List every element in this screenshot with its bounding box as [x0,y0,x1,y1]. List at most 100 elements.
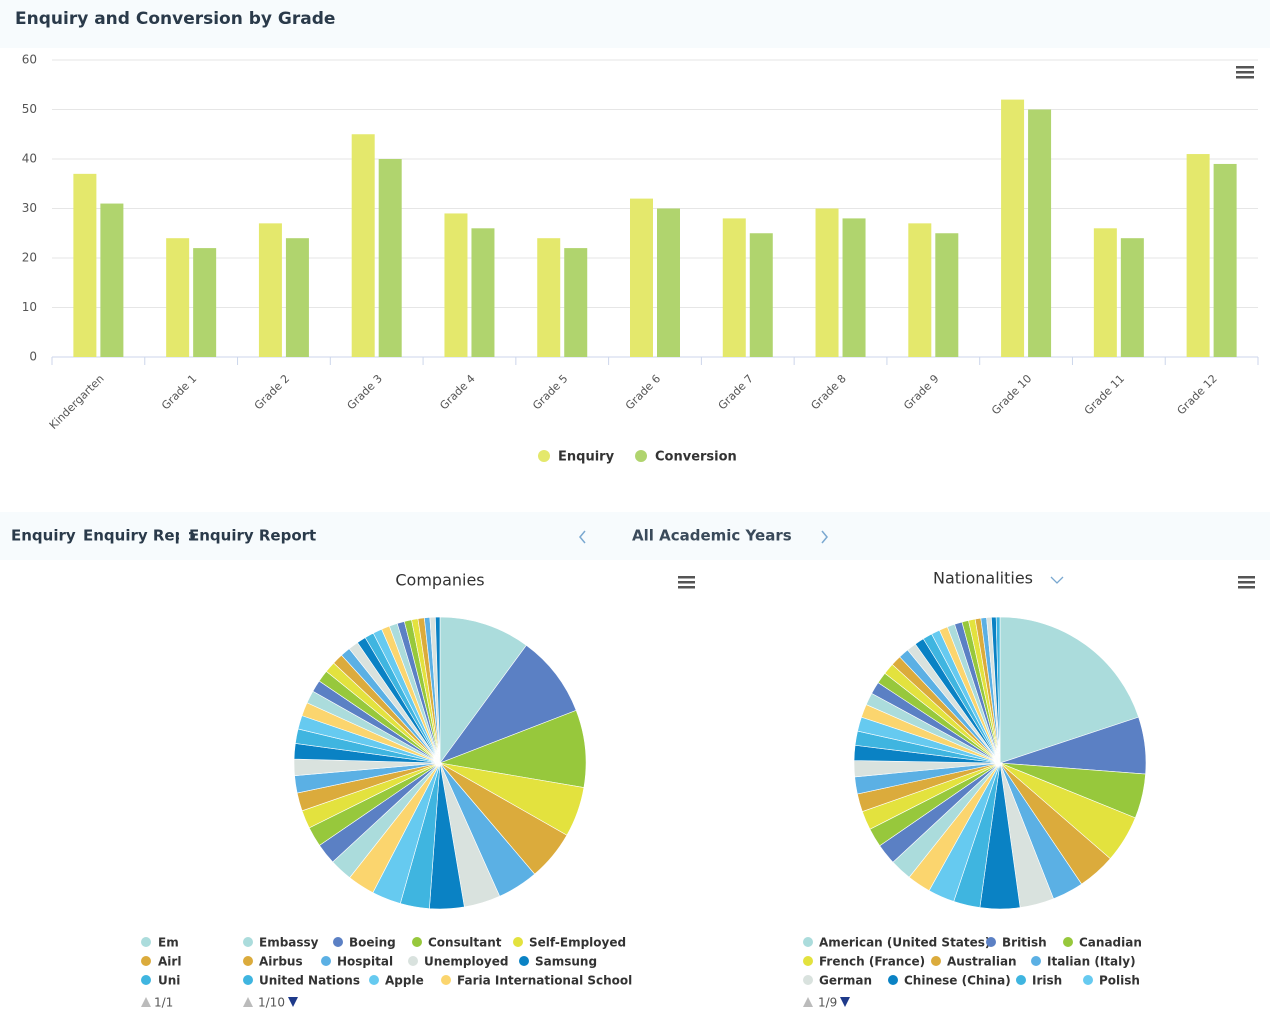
menu-icon[interactable] [1236,66,1254,79]
bar [1093,228,1117,357]
x-tick-label: Grade 9 [901,372,941,412]
pie-slice [999,616,1139,764]
legend-label: British [1002,936,1047,950]
legend-marker [1031,956,1041,966]
period-label: All Academic Years [632,527,792,545]
x-tick-label: Grade 5 [530,372,570,412]
pager-up [803,997,813,1007]
menu-icon[interactable] [1238,576,1255,589]
legend-label: Apple [385,974,424,988]
legend-label: Samsung [535,955,597,969]
pager-up [243,997,253,1007]
tab-bar [0,512,1270,560]
bar [908,223,932,357]
pie-title: Nationalities [933,569,1033,588]
bar [537,238,561,357]
menu-icon[interactable] [678,576,695,589]
tab[interactable]: Enquiry [11,527,76,545]
legend-label: Conversion [655,450,737,465]
bar [749,233,773,357]
legend-marker [243,937,253,947]
next-arrow[interactable] [821,530,828,544]
bar [471,228,495,357]
legend-label: Self-Employed [529,936,626,950]
legend-marker [513,937,523,947]
x-tick-label: Grade 2 [252,372,292,412]
pie-slice [995,616,1001,764]
legend-label: Canadian [1079,936,1142,950]
legend-label: Hospital [337,955,393,969]
bar [1120,238,1144,357]
bar [630,198,653,357]
y-tick-label: 30 [22,201,37,215]
bar [1001,99,1025,357]
legend-page: 1/10 [258,996,285,1010]
bar [842,218,866,357]
pager-down[interactable] [840,997,850,1007]
pager-up [141,997,151,1007]
y-tick-label: 50 [22,102,37,116]
bar [166,238,190,357]
legend-marker [1063,937,1073,947]
legend-label: Australian [947,955,1017,969]
legend-marker [412,937,422,947]
legend-marker [1016,975,1026,985]
header-bar [0,0,1270,48]
y-tick-label: 40 [22,152,37,166]
legend-marker [141,975,151,985]
legend-label: Unemployed [424,955,508,969]
prev-arrow[interactable] [579,530,586,544]
chart-title: Enquiry and Conversion by Grade [15,9,335,29]
bar [935,233,959,357]
bar [351,134,375,357]
legend-marker [441,975,451,985]
legend-label: Airbus [259,955,303,969]
bar [73,173,97,357]
legend-label: Uni [158,974,180,988]
legend-marker [931,956,941,966]
y-tick-label: 60 [22,53,37,67]
dropdown-arrow[interactable] [1050,576,1064,584]
legend-label: Chinese (China) [904,974,1011,988]
pager-down[interactable] [288,997,298,1007]
pie-slice [435,616,441,764]
legend-marker [803,975,813,985]
bar [1186,154,1210,357]
x-tick-label: Grade 8 [808,372,848,412]
legend-label: Embassy [259,936,319,950]
x-tick-label: Grade 10 [989,372,1034,417]
bar [815,208,839,357]
legend-marker [803,937,813,947]
legend-marker [408,956,418,966]
x-tick-label: Grade 11 [1082,372,1127,417]
legend-page: 1/1 [154,996,173,1010]
legend-marker [333,937,343,947]
legend-label: Enquiry [558,450,615,465]
bar [193,248,217,357]
legend-page: 1/9 [818,996,837,1010]
pie-slice [439,616,527,764]
bar [100,203,124,357]
legend-label: German [819,974,872,988]
x-tick-label: Kindergarten [47,372,107,432]
tab[interactable]: Enquiry Repo [83,527,196,545]
pie-title: Companies [395,571,484,590]
legend-label: French (France) [819,955,925,969]
x-tick-label: Grade 12 [1175,372,1220,417]
legend-marker [141,956,151,966]
legend-marker [635,450,647,462]
legend-marker [243,956,253,966]
bar [564,248,588,357]
legend-marker [888,975,898,985]
bar [722,218,746,357]
x-tick-label: Grade 4 [437,372,477,412]
tab-clip [179,520,189,552]
legend-label: Em [158,936,179,950]
legend-label: Irish [1032,974,1062,988]
x-tick-label: Grade 7 [716,372,756,412]
bar [657,208,680,357]
bar [444,213,468,357]
bar [378,159,402,357]
tab[interactable]: Enquiry Report [189,527,316,545]
